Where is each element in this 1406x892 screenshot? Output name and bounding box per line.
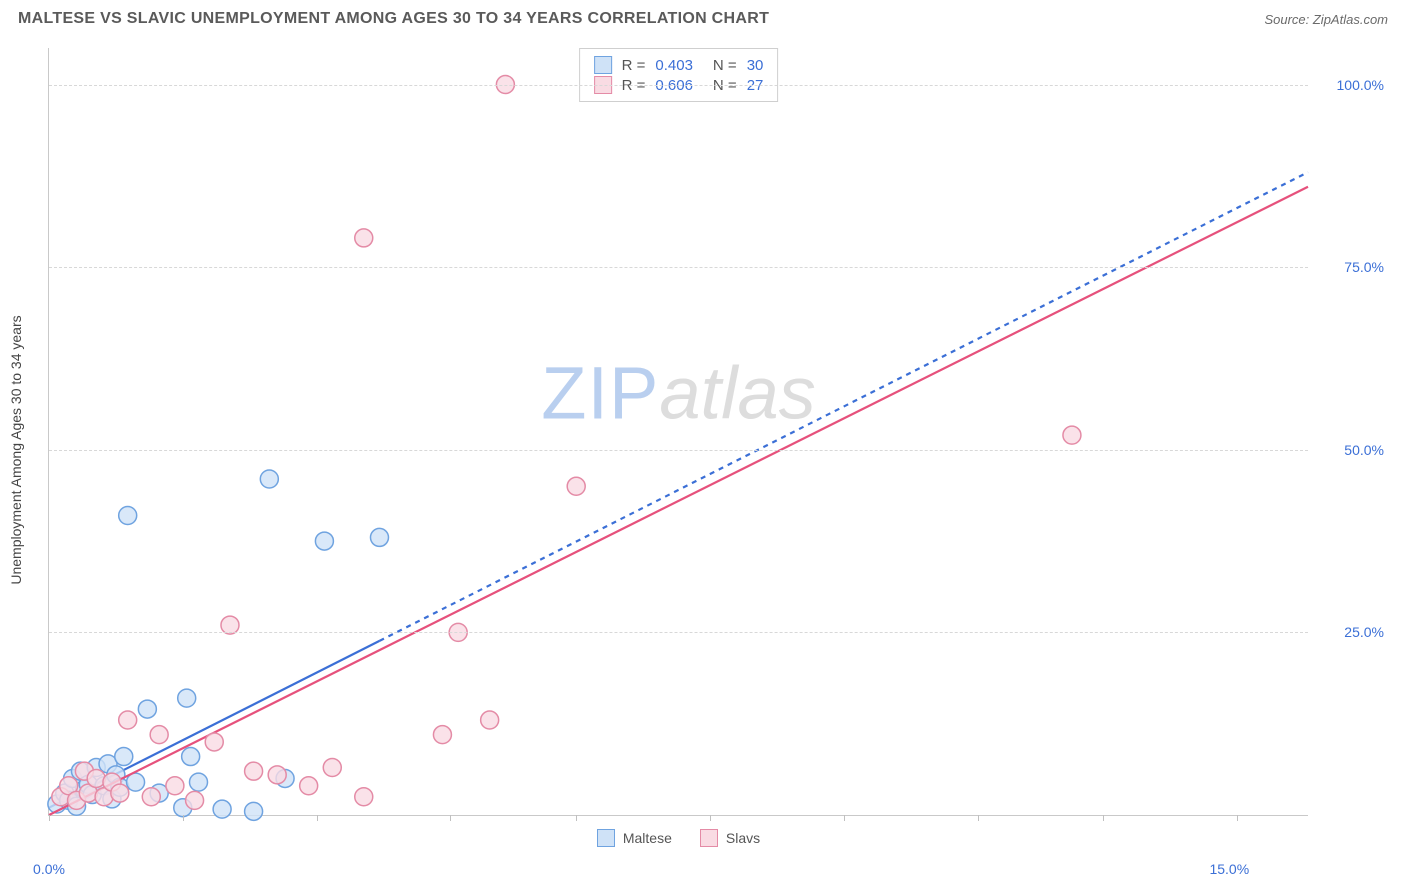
x-tick-label: 0.0%	[33, 861, 65, 877]
chart-header: MALTESE VS SLAVIC UNEMPLOYMENT AMONG AGE…	[0, 0, 1406, 34]
legend-item-maltese: Maltese	[597, 829, 672, 847]
x-tick	[183, 815, 184, 821]
y-tick-label: 50.0%	[1344, 442, 1384, 458]
stats-row-maltese: R = 0.403 N = 30	[594, 55, 764, 75]
x-tick	[710, 815, 711, 821]
swatch-maltese	[597, 829, 615, 847]
y-tick-label: 75.0%	[1344, 259, 1384, 275]
y-axis-label: Unemployment Among Ages 30 to 34 years	[8, 315, 24, 584]
chart-source: Source: ZipAtlas.com	[1264, 12, 1388, 27]
legend-label-slavs: Slavs	[726, 830, 760, 846]
stats-box: R = 0.403 N = 30 R = 0.606 N = 27	[579, 48, 779, 102]
gridline-h	[49, 267, 1308, 268]
stats-n-label: N =	[713, 57, 737, 74]
chart-title: MALTESE VS SLAVIC UNEMPLOYMENT AMONG AGE…	[18, 10, 769, 28]
swatch-maltese	[594, 56, 612, 74]
x-tick	[978, 815, 979, 821]
bottom-legend: Maltese Slavs	[49, 829, 1308, 847]
x-tick	[1237, 815, 1238, 821]
gridline-h	[49, 632, 1308, 633]
x-tick	[317, 815, 318, 821]
plot-svg	[49, 48, 1308, 815]
stats-r-value-maltese: 0.403	[655, 57, 693, 74]
gridline-h	[49, 450, 1308, 451]
y-tick-label: 25.0%	[1344, 624, 1384, 640]
legend-label-maltese: Maltese	[623, 830, 672, 846]
x-tick	[1103, 815, 1104, 821]
x-tick	[450, 815, 451, 821]
stats-n-value-maltese: 30	[747, 57, 764, 74]
x-tick	[49, 815, 50, 821]
x-tick-label: 15.0%	[1209, 861, 1249, 877]
x-tick	[576, 815, 577, 821]
x-tick	[844, 815, 845, 821]
chart-container: Unemployment Among Ages 30 to 34 years Z…	[48, 48, 1388, 852]
legend-item-slavs: Slavs	[700, 829, 760, 847]
y-tick-label: 100.0%	[1337, 77, 1384, 93]
gridline-h	[49, 85, 1308, 86]
stats-r-label: R =	[622, 57, 646, 74]
plot-area: ZIPatlas R = 0.403 N = 30 R = 0.606 N = …	[48, 48, 1308, 816]
swatch-slavs	[700, 829, 718, 847]
